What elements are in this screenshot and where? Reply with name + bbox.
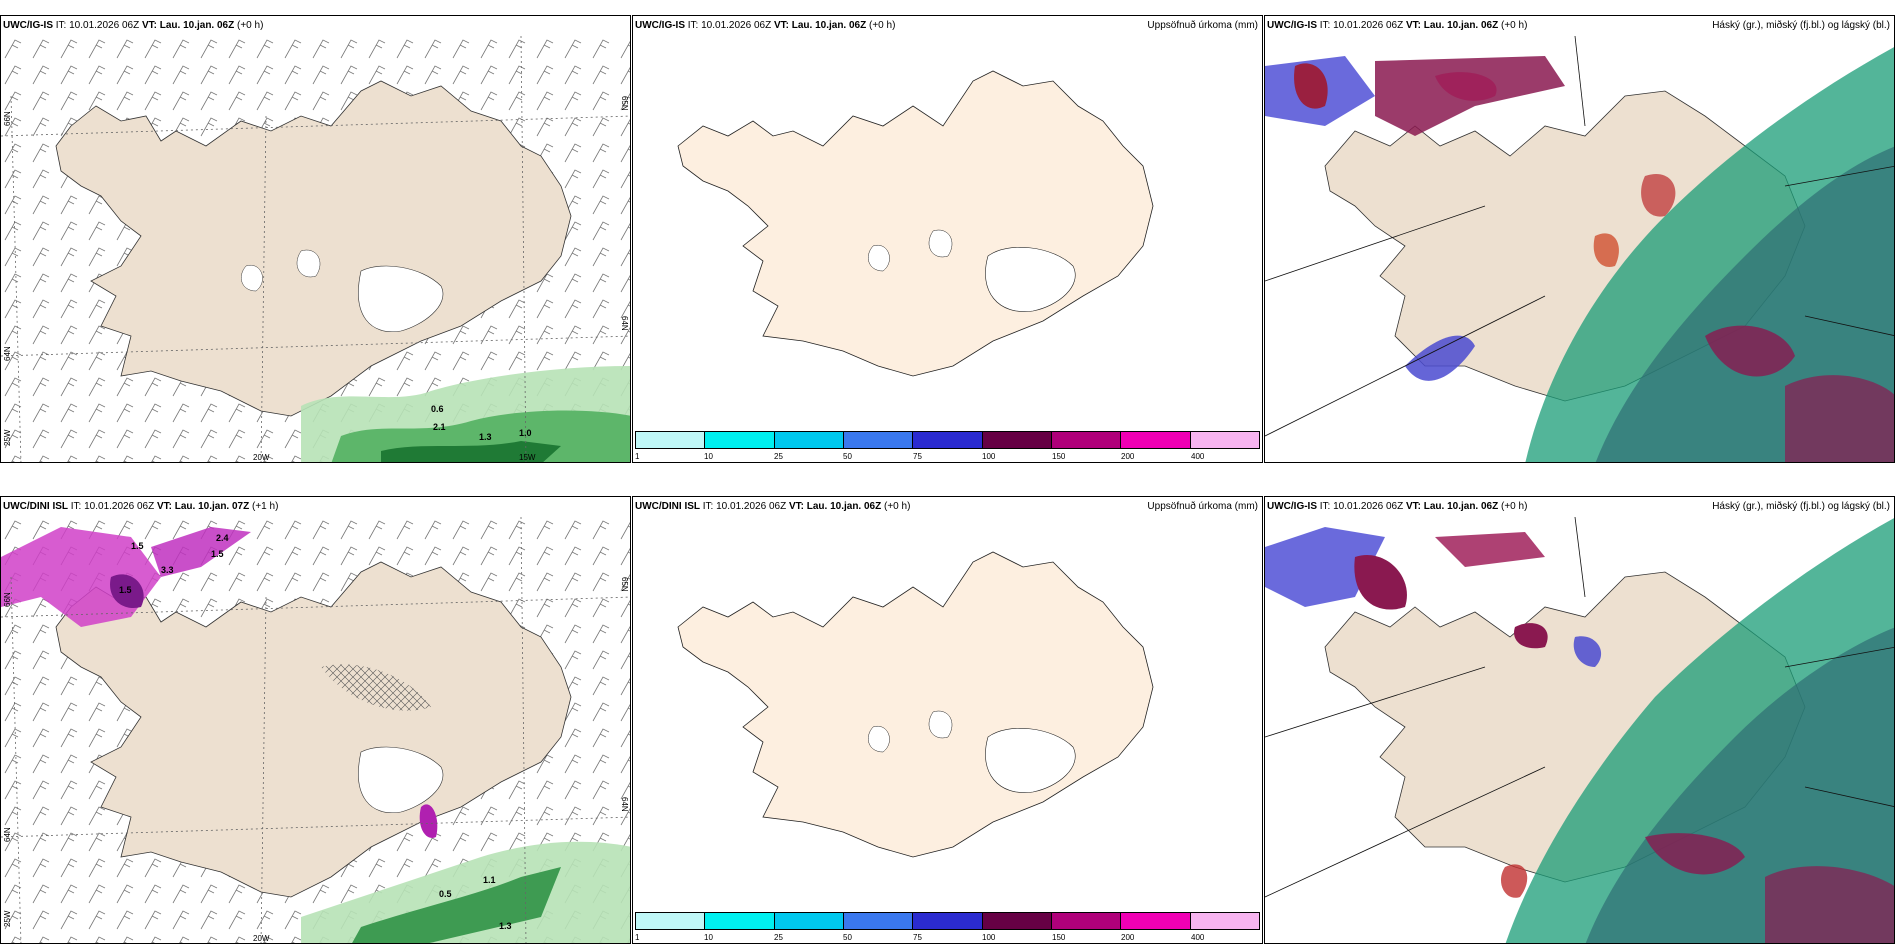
colorbar-tick: 75 [913,452,922,461]
colorbar-tick: 400 [1191,452,1205,461]
panel-title: UWC/IG-IS IT: 10.01.2026 06Z VT: Lau. 10… [3,20,264,31]
panel-subtitle: Uppsöfnuð úrkoma (mm) [1147,20,1258,31]
iceland-landmass [55,80,572,417]
colorbar-segment [1190,913,1259,929]
colorbar-tick: 150 [1052,933,1066,942]
lat-label: 66N [3,592,12,607]
lon-label: 20W [253,934,270,943]
precip-colorbar [635,431,1260,449]
panel-subtitle: Háský (gr.), miðský (fj.bl.) og lágský (… [1712,501,1890,512]
colorbar-tick: 25 [774,452,783,461]
iceland-landmass [55,561,572,898]
lat-label: 64N [3,346,12,361]
contour-label: 1.5 [211,549,224,559]
colorbar-segment [1121,913,1191,929]
colorbar-tick: 50 [843,933,852,942]
panel-wind-ig: UWC/IG-IS IT: 10.01.2026 06Z VT: Lau. 10… [0,15,631,463]
contour-label: 3.3 [161,565,174,575]
iceland-landmass [677,551,1154,858]
precip-map [633,36,1262,426]
contour-label: 1.1 [483,875,496,885]
contour-label: 1.0 [519,428,532,438]
wind-map [1,36,630,462]
panel-title: UWC/DINI ISL IT: 10.01.2026 06Z VT: Lau.… [635,501,911,512]
colorbar-tick: 1 [635,452,640,461]
lon-label: 25W [3,910,12,927]
colorbar-segment [636,432,706,448]
colorbar-segment [982,913,1052,929]
contour-label: 0.6 [431,404,444,414]
colorbar-segment [843,913,914,929]
map-svg [677,551,1154,858]
panel-precip-ig: UWC/IG-IS IT: 10.01.2026 06Z VT: Lau. 10… [632,15,1263,463]
panel-subtitle: Uppsöfnuð úrkoma (mm) [1147,501,1258,512]
colorbar-tick: 400 [1191,933,1205,942]
panel-clouds-dini: UWC/IG-IS IT: 10.01.2026 06Z VT: Lau. 10… [1264,496,1895,944]
map-svg [677,70,1154,377]
panel-title: UWC/DINI ISL IT: 10.01.2026 06Z VT: Lau.… [3,501,279,512]
colorbar-segment [1051,913,1122,929]
contour-label: 1.3 [479,432,492,442]
precip-map [633,517,1262,907]
lon-label: 25W [3,429,12,446]
colorbar-segment [774,432,844,448]
colorbar-segment [1121,432,1191,448]
colorbar-segment [774,913,844,929]
wind-map [1,517,630,943]
lon-label: 15W [519,453,536,462]
lat-label: 65N [620,96,629,111]
colorbar-ticks: 1 10 25 50 75 100 150 200 400 [635,933,1260,943]
colorbar-tick: 75 [913,933,922,942]
panel-title: UWC/IG-IS IT: 10.01.2026 06Z VT: Lau. 10… [1267,20,1528,31]
colorbar-segment [705,913,775,929]
contour-label: 2.1 [433,422,446,432]
colorbar-segment [843,432,914,448]
colorbar-tick: 10 [704,933,713,942]
cloud-map [1265,36,1894,462]
colorbar-tick: 50 [843,452,852,461]
colorbar-segment [636,913,706,929]
iceland-landmass [677,70,1154,377]
colorbar-segment [705,432,775,448]
panel-subtitle: Háský (gr.), miðský (fj.bl.) og lágský (… [1712,20,1890,31]
contour-label: 1.5 [119,585,132,595]
lon-label: 20W [253,453,270,462]
contour-label: 2.4 [216,533,229,543]
map-svg [1,36,630,462]
colorbar-tick: 200 [1121,452,1135,461]
lat-label: 64N [620,316,629,331]
colorbar-tick: 10 [704,452,713,461]
precip-colorbar [635,912,1260,930]
colorbar-tick: 100 [982,933,996,942]
colorbar-tick: 100 [982,452,996,461]
panel-title: UWC/IG-IS IT: 10.01.2026 06Z VT: Lau. 10… [635,20,896,31]
lat-label: 65N [620,577,629,592]
panel-title: UWC/IG-IS IT: 10.01.2026 06Z VT: Lau. 10… [1267,501,1528,512]
colorbar-tick: 25 [774,933,783,942]
panel-clouds-ig: UWC/IG-IS IT: 10.01.2026 06Z VT: Lau. 10… [1264,15,1895,463]
colorbar-tick: 150 [1052,452,1066,461]
panel-precip-dini: UWC/DINI ISL IT: 10.01.2026 06Z VT: Lau.… [632,496,1263,944]
cloud-map [1265,517,1894,943]
map-svg [1265,517,1894,943]
lat-label: 66N [3,111,12,126]
colorbar-segment [913,432,983,448]
colorbar-tick: 200 [1121,933,1135,942]
colorbar-segment [913,913,983,929]
lat-label: 64N [3,827,12,842]
colorbar-tick: 1 [635,933,640,942]
colorbar-segment [982,432,1052,448]
lat-label: 64N [620,797,629,812]
colorbar-segment [1190,432,1259,448]
contour-label: 1.5 [131,541,144,551]
contour-label: 1.3 [499,921,512,931]
contour-label: 0.5 [439,889,452,899]
map-svg [1,517,630,943]
map-svg [1265,36,1894,462]
panel-wind-dini: UWC/DINI ISL IT: 10.01.2026 06Z VT: Lau.… [0,496,631,944]
colorbar-ticks: 1 10 25 50 75 100 150 200 400 [635,452,1260,462]
colorbar-segment [1051,432,1122,448]
